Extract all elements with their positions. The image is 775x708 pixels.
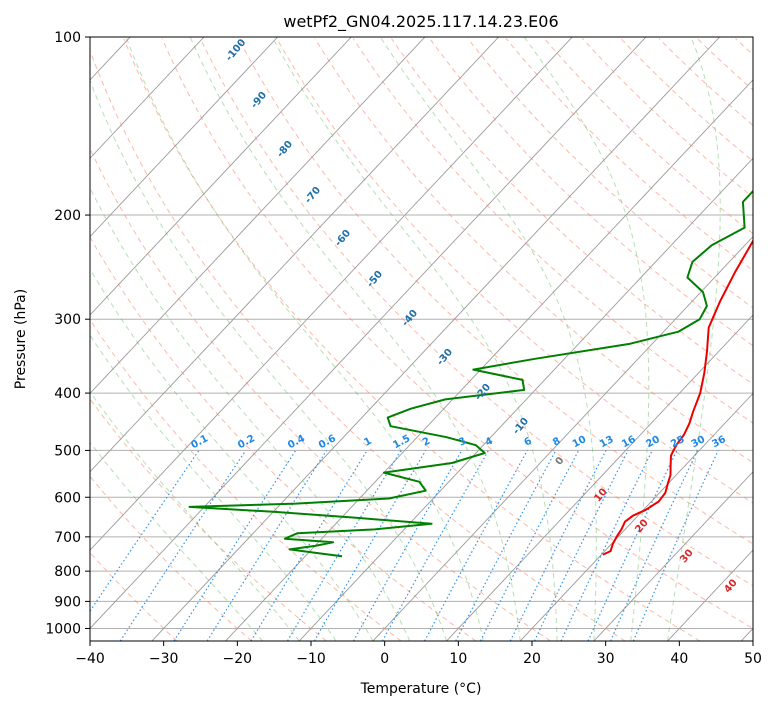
y-tick-label: 800	[54, 564, 81, 580]
y-tick-label: 700	[54, 530, 81, 546]
isotherm-line	[90, 37, 426, 395]
dry-adiabat-line	[582, 38, 753, 198]
y-tick-label: 300	[54, 312, 81, 328]
dewpoint-line	[188, 189, 753, 558]
mixing-ratio-line	[610, 450, 699, 641]
x-tick-label: 20	[523, 651, 541, 667]
dry-adiabat-line	[199, 38, 753, 587]
y-tick-label: 1000	[45, 621, 81, 637]
mixing-ratio-line	[479, 450, 580, 641]
dry-adiabat-line	[238, 38, 753, 545]
chart-title: wetPf2_GN04.2025.117.14.23.E06	[283, 12, 558, 32]
y-tick-label: 600	[54, 490, 81, 506]
isotherm-line	[90, 37, 278, 238]
dry-adiabat-line	[391, 38, 753, 385]
moist-adiabat-line	[379, 37, 597, 641]
moist-adiabat-line	[90, 268, 374, 641]
y-axis-label: Pressure (hPa)	[13, 289, 29, 389]
guide-line-labels: 0.1 0.2 0.4 0.6 1 1.5 2 3 4 6 8 10 13 16 20 25 30 36-100-…	[189, 37, 739, 595]
moist-adiabat-line	[90, 334, 337, 641]
mixing-ratio-label: 8	[551, 436, 562, 449]
temperature-line	[602, 239, 753, 556]
dry-adiabat-line	[90, 318, 402, 641]
dry-adiabat-line	[544, 38, 753, 235]
dry-adiabat-line	[620, 38, 753, 162]
y-tick-label: 500	[54, 443, 81, 459]
moist-adiabat-line	[189, 37, 521, 641]
y-axis-ticks: 100 200 300 400 500 600 700 800 900 1000	[45, 30, 90, 637]
mixing-ratio-label: 4	[484, 436, 495, 449]
mixing-ratio-label: 1	[362, 436, 373, 449]
mixing-ratio-line	[509, 450, 607, 641]
plot-frame	[89, 36, 754, 642]
x-tick-label: 40	[670, 651, 688, 667]
moist-adiabat-line	[523, 37, 650, 641]
mixing-ratio-line	[424, 450, 528, 641]
y-tick-label: 200	[54, 208, 81, 224]
isotherm-line	[90, 37, 352, 316]
y-tick-label: 900	[54, 594, 81, 610]
x-axis-ticks: −40 −30 −20 −10 0 10 20 30 40 50	[75, 641, 762, 667]
y-tick-label: 100	[54, 30, 81, 46]
y-tick-label: 400	[54, 386, 81, 402]
moist-adiabat-line	[90, 186, 411, 641]
mixing-ratio-label: 3	[457, 436, 468, 449]
mixing-ratio-line	[250, 450, 368, 641]
moist-adiabat-line	[667, 37, 721, 641]
x-tick-label: 30	[597, 651, 615, 667]
mixing-ratio-label: 2	[421, 436, 432, 449]
isotherm-line	[90, 37, 499, 473]
mixing-ratio-line	[119, 450, 247, 641]
dry-adiabat-line	[429, 38, 753, 347]
moist-adiabat-line	[125, 37, 484, 641]
plot-area	[90, 37, 753, 641]
x-tick-label: −20	[223, 651, 253, 667]
dry-adiabat-line	[352, 38, 753, 424]
isotherm-line	[446, 314, 753, 641]
moist-adiabat-line	[90, 391, 300, 641]
x-tick-label: −30	[149, 651, 179, 667]
isotherm-line	[90, 37, 205, 159]
moist-adiabat-line	[271, 37, 558, 641]
isotherm-line	[151, 37, 720, 641]
dry-adiabat-line	[314, 38, 753, 464]
dry-adiabat-line	[90, 49, 626, 641]
isotherm-line	[593, 471, 753, 641]
mixing-ratio-line	[352, 450, 463, 641]
mixing-ratio-label: 6	[523, 436, 534, 449]
x-tick-label: 0	[380, 651, 389, 667]
dry-adiabat-line	[505, 38, 753, 272]
x-tick-label: 10	[449, 651, 467, 667]
dry-adiabat-line	[90, 475, 253, 641]
isotherm-line	[90, 37, 647, 630]
mixing-ratio-line	[173, 450, 297, 641]
x-tick-label: 50	[744, 651, 762, 667]
isotherm-line	[372, 235, 753, 641]
dry-adiabat-line	[123, 38, 701, 641]
dry-adiabat-line	[467, 38, 753, 309]
mixing-ratio-line	[632, 450, 719, 641]
sounding-profiles	[188, 189, 753, 558]
isotherm-line	[90, 37, 573, 551]
mixing-ratio-line	[381, 450, 490, 641]
x-axis-label: Temperature (°C)	[360, 681, 482, 697]
x-tick-label: −10	[296, 651, 326, 667]
x-tick-label: −40	[75, 651, 105, 667]
